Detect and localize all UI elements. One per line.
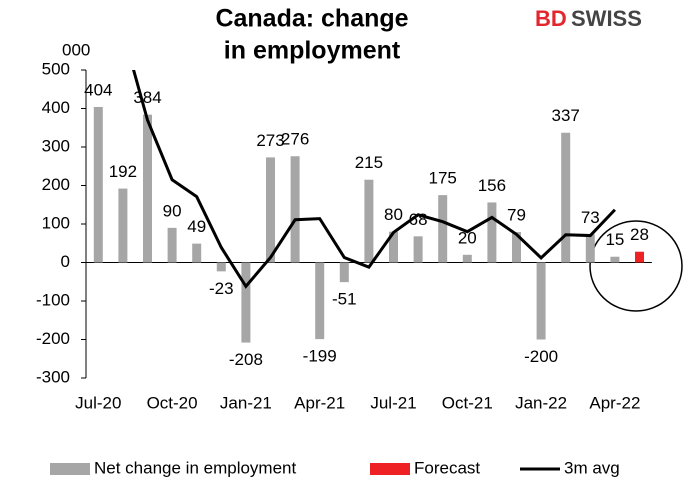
- bar: [143, 114, 152, 263]
- bar: [413, 236, 423, 263]
- bar: [290, 156, 300, 263]
- x-tick-label: Oct-21: [442, 393, 493, 412]
- bar: [364, 179, 374, 263]
- legend-label: Forecast: [414, 458, 480, 477]
- data-label: 404: [84, 80, 112, 99]
- y-tick-label: -100: [36, 290, 70, 309]
- brand-logo: BD: [535, 6, 567, 31]
- bar: [536, 262, 546, 340]
- y-tick-label: -300: [36, 367, 70, 386]
- bar: [487, 202, 497, 263]
- data-label: 73: [581, 208, 600, 227]
- data-label: 20: [458, 228, 477, 247]
- bar: [635, 251, 644, 263]
- data-label: 156: [478, 176, 506, 195]
- y-tick-label: 400: [42, 98, 70, 117]
- legend-swatch: [50, 463, 90, 475]
- y-tick-label: 0: [61, 252, 70, 271]
- chart-title: Canada: change: [215, 5, 408, 33]
- bar: [561, 132, 571, 263]
- highlight-circle: [589, 220, 683, 312]
- bar: [438, 195, 448, 263]
- data-label: -200: [524, 347, 558, 366]
- data-label: -23: [209, 279, 234, 298]
- x-tick-label: Apr-22: [589, 393, 640, 412]
- plot-area: [93, 70, 644, 343]
- brand-logo: SWISS: [571, 6, 642, 31]
- bar: [512, 232, 521, 263]
- data-label: 28: [630, 225, 649, 244]
- data-label: 276: [281, 130, 309, 149]
- data-label: -208: [229, 350, 263, 369]
- bar: [339, 262, 349, 283]
- data-label: 175: [429, 169, 457, 188]
- data-label: 90: [163, 201, 182, 220]
- data-label: 15: [605, 230, 624, 249]
- line: [132, 70, 616, 289]
- bar: [118, 188, 128, 263]
- x-tick-label: Jan-21: [220, 393, 272, 412]
- data-label: 79: [507, 206, 526, 225]
- bar: [93, 106, 103, 263]
- legend-swatch: [370, 463, 410, 475]
- data-label: 337: [552, 106, 580, 125]
- bar: [192, 243, 202, 263]
- bar: [610, 256, 620, 263]
- data-label: 384: [133, 88, 161, 107]
- y-tick-label: -200: [36, 329, 70, 348]
- data-label: 49: [187, 217, 206, 236]
- chart-title: in employment: [224, 37, 401, 65]
- bar: [266, 157, 275, 263]
- x-tick-label: Jul-21: [370, 393, 416, 412]
- x-tick-label: Jul-20: [75, 393, 121, 412]
- bar: [462, 254, 472, 263]
- data-label: 273: [256, 131, 284, 150]
- data-label: 68: [409, 210, 428, 229]
- x-tick-label: Jan-22: [515, 393, 567, 412]
- y-tick-label: 300: [42, 136, 70, 155]
- data-label: 192: [109, 162, 137, 181]
- bar: [389, 231, 398, 263]
- data-label: 80: [384, 205, 403, 224]
- data-label: -51: [332, 290, 357, 309]
- bar: [585, 234, 595, 263]
- y-tick-label: 200: [42, 175, 70, 194]
- bar: [216, 262, 226, 272]
- x-tick-label: Oct-20: [147, 393, 198, 412]
- data-label: 215: [355, 153, 383, 172]
- legend-label: Net change in employment: [94, 458, 297, 477]
- y-tick-label: 100: [42, 213, 70, 232]
- legend-label: 3m avg: [564, 458, 620, 477]
- bar: [167, 227, 177, 263]
- bar: [241, 262, 251, 343]
- bar: [315, 262, 325, 340]
- data-label: -199: [303, 347, 337, 366]
- x-tick-label: Apr-21: [294, 393, 345, 412]
- y-tick-label: 500: [42, 59, 70, 78]
- annotation: 000: [62, 40, 90, 59]
